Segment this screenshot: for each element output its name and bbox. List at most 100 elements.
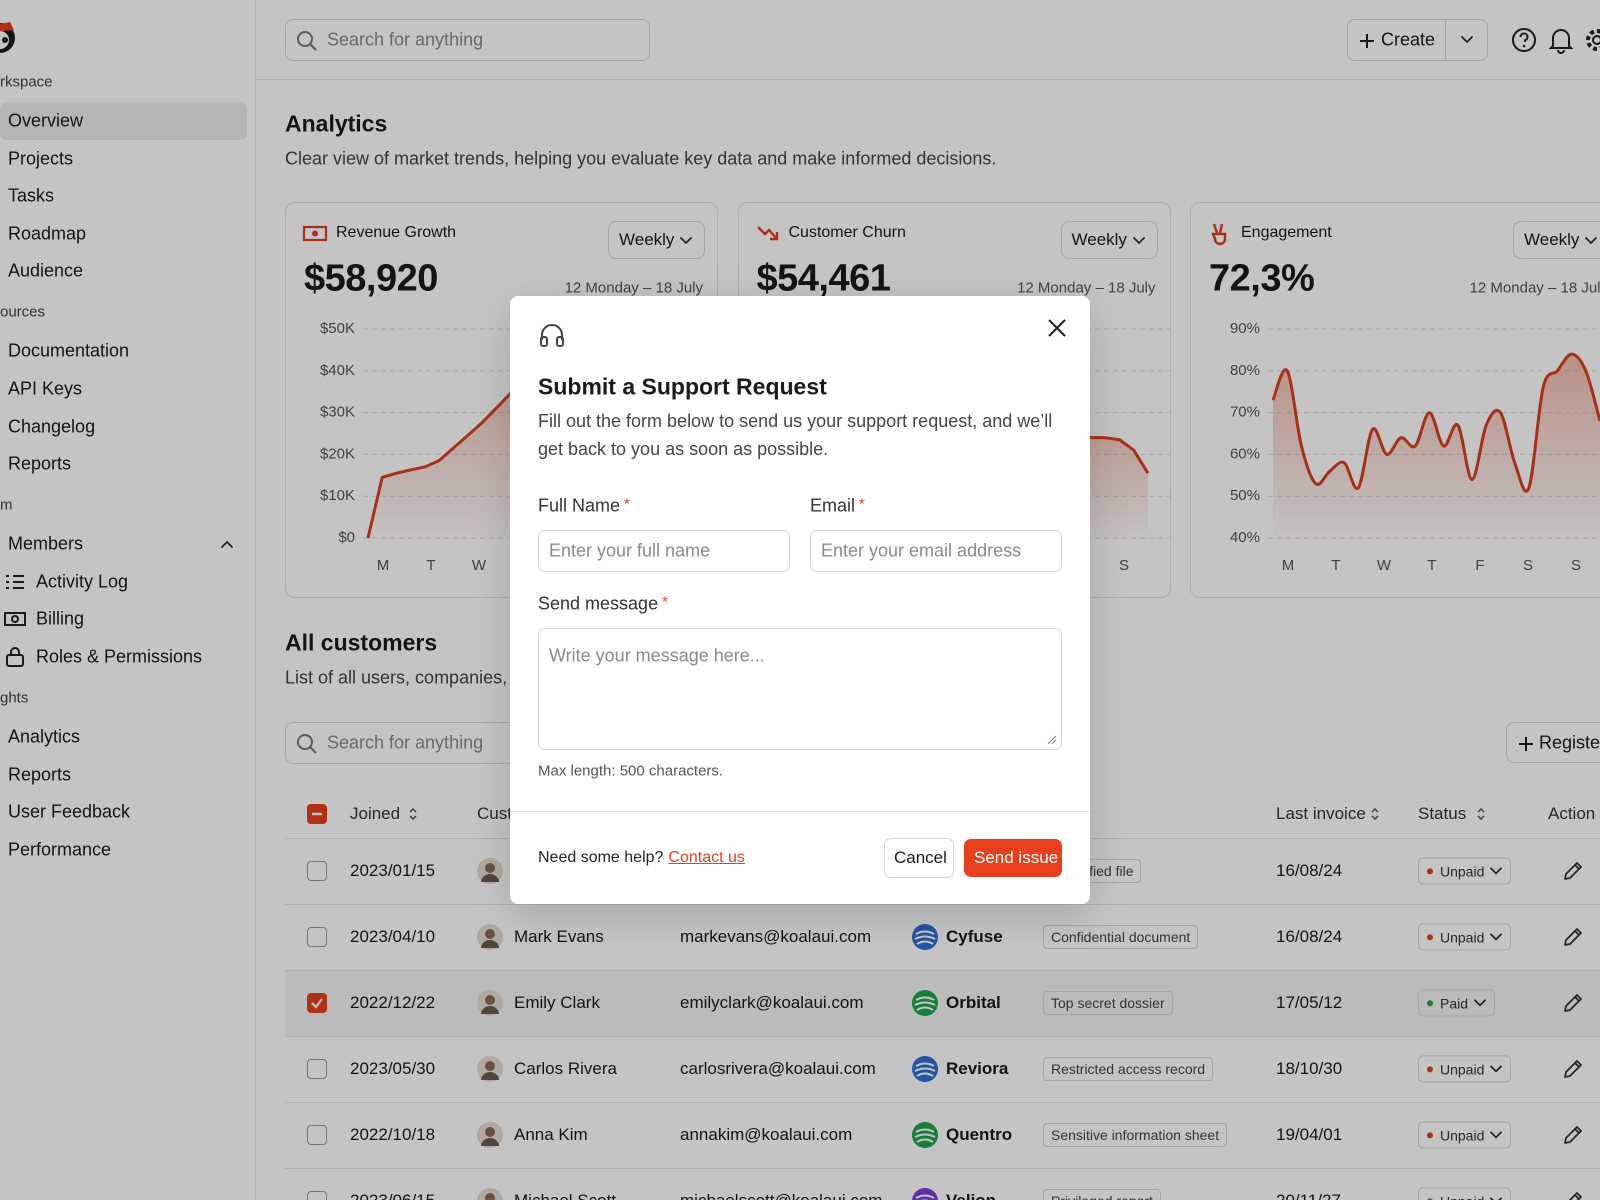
column-header: Joined bbox=[350, 804, 401, 823]
sort-icon-part bbox=[1371, 807, 1379, 821]
status-pill[interactable]: Unpaid bbox=[1418, 857, 1512, 885]
chevron-down bbox=[1474, 999, 1486, 1007]
card-range: 12 Monday – 18 July bbox=[1017, 279, 1156, 297]
status-dot bbox=[1427, 868, 1433, 875]
sidebar-item[interactable]: Overview bbox=[8, 110, 84, 131]
sidebar-item[interactable]: Billing bbox=[36, 608, 85, 629]
sidebar-item[interactable]: Roles & Permissions bbox=[36, 646, 203, 667]
sidebar-item[interactable]: Documentation bbox=[8, 340, 130, 361]
customer-search[interactable]: Search for anything bbox=[285, 722, 650, 764]
y-tick-label: 60% bbox=[1230, 445, 1260, 462]
text-input[interactable]: Enter your full name bbox=[538, 530, 790, 572]
sidebar-item[interactable]: Performance bbox=[8, 839, 112, 860]
search-icon-part bbox=[297, 734, 313, 750]
sidebar-item[interactable]: Audience bbox=[8, 260, 84, 281]
input-placeholder: Enter your full name bbox=[549, 540, 711, 561]
contact-link[interactable]: Contact us bbox=[668, 849, 745, 866]
sidebar-item[interactable]: Analytics bbox=[8, 726, 81, 747]
sidebar-group-label: m bbox=[0, 496, 13, 514]
row-checkbox[interactable] bbox=[307, 804, 327, 824]
period-label: Weekly bbox=[619, 230, 675, 249]
joined-date: 2023/06/15 bbox=[350, 1191, 435, 1200]
cancel-button[interactable]: Cancel bbox=[884, 838, 954, 878]
period-select[interactable]: Weekly bbox=[1513, 221, 1600, 259]
sidebar-group-label: ghts bbox=[0, 689, 29, 707]
x-tick-label: T bbox=[426, 557, 435, 574]
sidebar-item[interactable]: Changelog bbox=[8, 416, 96, 437]
register-button[interactable]: Register bbox=[1506, 722, 1600, 763]
file-tag: Restricted access record bbox=[1043, 1057, 1214, 1081]
sidebar-item-icon bbox=[6, 647, 24, 667]
status-dot bbox=[1427, 1132, 1433, 1139]
sidebar-item[interactable]: Projects bbox=[8, 148, 74, 169]
text-input[interactable]: Write your message here... bbox=[538, 628, 1062, 750]
input-placeholder: Enter your email address bbox=[821, 540, 1022, 561]
sidebar-item[interactable]: Members bbox=[8, 533, 84, 554]
customer-email: emilyclark@koalaui.com bbox=[680, 993, 864, 1012]
row-checkbox[interactable] bbox=[307, 1191, 327, 1200]
card-icon bbox=[302, 225, 328, 242]
edit-icon-part bbox=[1568, 1192, 1582, 1200]
sidebar-item[interactable]: Tasks bbox=[8, 185, 55, 206]
cancel-label: Cancel bbox=[894, 848, 947, 867]
joined-date: 2022/12/22 bbox=[350, 993, 436, 1012]
chevron-down-part bbox=[1490, 867, 1503, 875]
checkbox-check-part bbox=[311, 998, 323, 1009]
company-name: Reviora bbox=[946, 1059, 1009, 1078]
close-icon[interactable] bbox=[1047, 318, 1067, 338]
sidebar-item[interactable]: Reports bbox=[8, 453, 72, 474]
logo-part bbox=[0, 22, 14, 32]
row-divider bbox=[285, 1036, 1600, 1037]
chevron-down bbox=[1585, 237, 1597, 244]
period-select[interactable]: Weekly bbox=[608, 221, 705, 259]
chevron-down bbox=[680, 237, 692, 244]
search-icon bbox=[297, 734, 317, 754]
row-checkbox[interactable] bbox=[307, 1125, 327, 1145]
status-pill[interactable]: Paid bbox=[1418, 989, 1496, 1017]
sidebar-item[interactable]: API Keys bbox=[8, 378, 83, 399]
status-pill[interactable]: Unpaid bbox=[1418, 1121, 1512, 1149]
row-checkbox[interactable] bbox=[307, 861, 327, 881]
text-input[interactable]: Enter your email address bbox=[810, 530, 1062, 572]
y-tick-label: 80% bbox=[1230, 362, 1260, 379]
file-tag: Confidential document bbox=[1043, 925, 1199, 949]
status-pill[interactable]: Unpaid bbox=[1418, 1187, 1512, 1200]
logo-part bbox=[2, 37, 8, 43]
last-invoice: 18/10/30 bbox=[1276, 1059, 1343, 1078]
create-split bbox=[1445, 20, 1446, 60]
create-button[interactable]: Create bbox=[1347, 19, 1488, 61]
sidebar-item-icon-part bbox=[6, 654, 24, 667]
row-checkbox[interactable] bbox=[307, 1059, 327, 1079]
sidebar-item[interactable]: User Feedback bbox=[8, 801, 131, 822]
customer-name: Michael Scott bbox=[514, 1191, 616, 1200]
edit-icon bbox=[1564, 928, 1582, 946]
period-select[interactable]: Weekly bbox=[1060, 221, 1158, 259]
settings-icon-part bbox=[1586, 29, 1600, 51]
chevron-down-part bbox=[1461, 36, 1473, 43]
customer-name: Mark Evans bbox=[514, 927, 604, 946]
submit-button[interactable]: Send issue bbox=[964, 839, 1062, 877]
row-checkbox[interactable] bbox=[307, 993, 327, 1013]
last-invoice: 19/04/01 bbox=[1276, 1125, 1343, 1144]
status-dot bbox=[1427, 934, 1433, 941]
status-pill[interactable]: Unpaid bbox=[1418, 1055, 1512, 1083]
card-value: 72,3% bbox=[1209, 257, 1315, 300]
row-checkbox[interactable] bbox=[307, 927, 327, 947]
column-header: Last invoice bbox=[1276, 804, 1366, 823]
search-icon bbox=[297, 31, 317, 51]
area-fill bbox=[1273, 354, 1600, 538]
company-logo bbox=[912, 1188, 938, 1200]
company-logo bbox=[912, 924, 938, 950]
status-pill[interactable]: Unpaid bbox=[1418, 923, 1512, 951]
top-search[interactable]: Search for anything bbox=[285, 19, 650, 61]
sidebar-item[interactable]: Activity Log bbox=[36, 571, 129, 592]
avatar-part bbox=[485, 929, 495, 939]
sidebar-item[interactable]: Roadmap bbox=[8, 223, 87, 244]
avatar bbox=[477, 924, 503, 950]
joined-date: 2023/01/15 bbox=[350, 861, 436, 880]
sidebar-item[interactable]: Reports bbox=[8, 764, 72, 785]
edit-icon-part bbox=[1564, 1126, 1582, 1144]
required-mark: * bbox=[662, 593, 668, 611]
sidebar: rkspace Overview Projects Tasks Roadmap Audie… bbox=[0, 0, 256, 1200]
